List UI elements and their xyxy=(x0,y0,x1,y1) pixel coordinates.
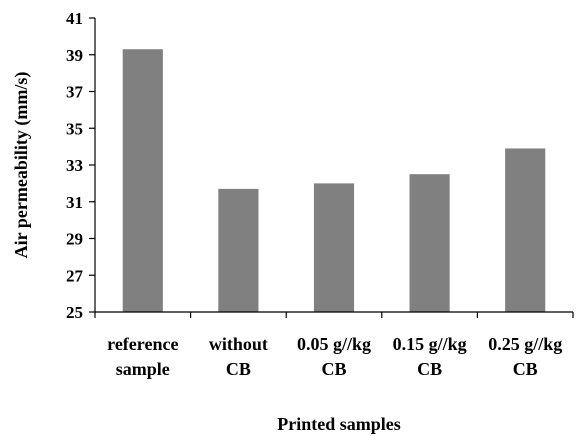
y-tick-label: 27 xyxy=(66,266,84,285)
y-tick-label: 37 xyxy=(66,83,84,102)
bar xyxy=(505,148,546,312)
x-tick-label: 0.25 g//kg xyxy=(488,334,562,354)
x-tick-label: reference xyxy=(107,334,178,354)
x-tick-label: CB xyxy=(513,359,538,379)
bar xyxy=(409,174,450,312)
y-ticks: 25 27 29 31 33 35 37 39 41 xyxy=(66,9,95,322)
y-tick-label: 33 xyxy=(66,156,83,175)
x-ticks xyxy=(94,312,574,318)
x-tick-label: CB xyxy=(226,359,251,379)
x-tick-label: without xyxy=(209,334,268,354)
x-tick-label: CB xyxy=(417,359,442,379)
y-tick-label: 41 xyxy=(66,9,83,28)
x-tick-labels: reference sample without CB 0.05 g//kg CB 0.15… xyxy=(107,334,562,379)
x-tick-label: 0.15 g//kg xyxy=(393,334,467,354)
x-tick-label: 0.05 g//kg xyxy=(297,334,371,354)
bar-group xyxy=(122,49,546,313)
bar xyxy=(218,188,259,312)
y-tick-label: 35 xyxy=(66,119,83,138)
bar xyxy=(122,49,163,313)
y-tick-label: 39 xyxy=(66,46,83,65)
x-tick-label: sample xyxy=(116,359,170,379)
y-axis-title: Air permeability (mm/s) xyxy=(11,72,32,259)
y-tick-label: 25 xyxy=(66,303,83,322)
y-tick-label: 29 xyxy=(66,230,83,249)
bar xyxy=(313,183,355,312)
x-axis-title: Printed samples xyxy=(277,414,401,434)
x-tick-label: CB xyxy=(321,359,346,379)
y-tick-label: 31 xyxy=(66,193,83,212)
